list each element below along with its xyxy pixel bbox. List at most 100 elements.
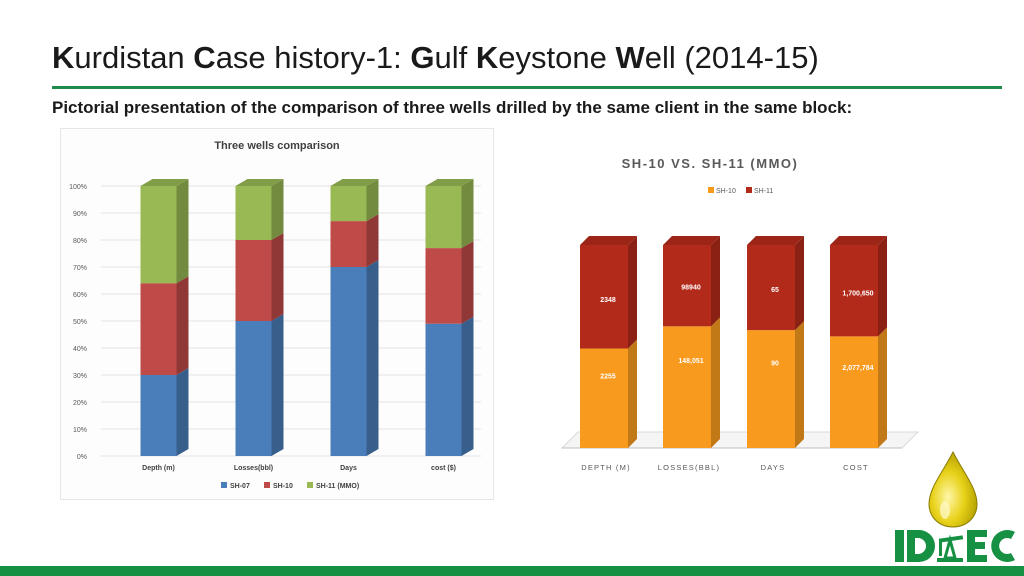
legend-label: SH-07	[230, 483, 250, 490]
bar-side	[461, 316, 474, 456]
y-tick-label: 90%	[73, 211, 87, 218]
bar-top	[747, 236, 804, 245]
slide-title: Kurdistan Case history-1: Gulf Keystone …	[52, 40, 819, 76]
data-label: 98940	[681, 285, 701, 292]
pump-jack-icon	[937, 534, 964, 562]
y-tick-label: 0%	[77, 454, 87, 461]
three-wells-chart: Three wells comparison 0% 10% 20% 30% 40% 50% 6…	[60, 128, 494, 500]
x-tick-label: COST	[843, 463, 869, 472]
legend-swatch	[221, 482, 227, 488]
title-part: K	[475, 40, 499, 75]
data-label: 2348	[600, 297, 616, 304]
y-tick-label: 60%	[73, 292, 87, 299]
bar-top	[580, 236, 637, 245]
legend-label: SH-11	[754, 188, 773, 195]
x-tick-label: Losses(bbl)	[234, 465, 273, 472]
bar-segment	[425, 323, 462, 456]
title-part: K	[52, 40, 75, 75]
bar-side	[878, 236, 887, 337]
chart-title: SH-10 VS. SH-11 (MMO)	[622, 156, 799, 171]
title-part: C	[193, 40, 216, 75]
data-label: 2,077,784	[842, 365, 873, 372]
legend-label: SH-10	[273, 483, 293, 490]
bar-segment	[747, 245, 795, 331]
bar-side	[176, 179, 189, 284]
title-part: ase history-1:	[215, 40, 411, 75]
x-tick-label: LOSSES(BBL)	[658, 463, 720, 472]
x-tick-label: cost ($)	[431, 465, 456, 472]
bar-side	[461, 179, 474, 249]
data-label: 90	[771, 360, 779, 367]
x-tick-label: DAYS	[761, 463, 786, 472]
bar-side	[628, 339, 637, 448]
bar-side	[271, 314, 284, 456]
bar-top	[663, 236, 720, 245]
bar-segment	[580, 348, 628, 448]
bar-side	[366, 260, 379, 456]
bar-segment	[330, 221, 367, 267]
bar-segment	[235, 321, 272, 456]
bar-segment	[830, 336, 878, 448]
slide-subtitle: Pictorial presentation of the comparison…	[52, 98, 853, 117]
chart-title: Three wells comparison	[214, 140, 340, 152]
bar-side	[176, 276, 189, 375]
bar-segment	[663, 245, 711, 327]
y-tick-label: 40%	[73, 346, 87, 353]
data-label: 2255	[600, 373, 616, 380]
bar-segment	[140, 283, 177, 375]
x-tick-label: Depth (m)	[142, 465, 175, 472]
idec-wordmark	[895, 530, 1015, 562]
bar-segment	[580, 245, 628, 349]
bar-segment	[330, 267, 367, 456]
y-tick-label: 20%	[73, 400, 87, 407]
sh10-vs-sh11-chart: SH-10 VS. SH-11 (MMO) SH-10 SH-11 2255 2348 D…	[548, 142, 930, 484]
title-part: ulf	[434, 40, 476, 75]
bar-top	[140, 179, 189, 186]
bar-side	[628, 236, 637, 349]
legend-swatch	[746, 187, 752, 193]
bar-side	[795, 236, 804, 331]
bar-segment	[140, 375, 177, 456]
bar-segment	[663, 326, 711, 448]
bar-side	[366, 179, 379, 222]
legend-swatch	[264, 482, 270, 488]
bar-side	[176, 368, 189, 456]
bar-top	[425, 179, 474, 186]
bar-side	[795, 321, 804, 448]
bar-segment	[235, 186, 272, 240]
three-wells-chart-svg: Three wells comparison 0% 10% 20% 30% 40% 50% 6…	[69, 140, 481, 490]
bar-side	[711, 317, 720, 448]
bar-segment	[830, 245, 878, 337]
y-tick-label: 30%	[73, 373, 87, 380]
bar-segment	[235, 240, 272, 321]
legend-label: SH-11 (MMO)	[316, 483, 359, 490]
bar-top	[830, 236, 887, 245]
bar-side	[711, 236, 720, 327]
title-part: W	[615, 40, 645, 75]
bar-segment	[425, 186, 462, 249]
legend-swatch	[708, 187, 714, 193]
idec-logo	[893, 450, 1017, 564]
bar-top	[330, 179, 379, 186]
title-part: eystone	[498, 40, 616, 75]
data-label: 1,700,650	[842, 290, 873, 297]
bar-side	[461, 241, 474, 324]
bar-side	[271, 179, 284, 240]
title-part: G	[410, 40, 435, 75]
y-tick-label: 70%	[73, 265, 87, 272]
data-label: 65	[771, 287, 779, 294]
bar-segment	[747, 330, 795, 448]
x-tick-label: DEPTH (M)	[581, 463, 631, 472]
bar-top	[235, 179, 284, 186]
title-divider	[52, 86, 1002, 89]
y-tick-label: 50%	[73, 319, 87, 326]
y-tick-label: 100%	[69, 184, 87, 191]
title-part: ell (2014-15)	[644, 40, 819, 75]
bar-segment	[330, 186, 367, 222]
data-label: 148,051	[678, 358, 703, 365]
legend-swatch	[307, 482, 313, 488]
bar-side	[366, 214, 379, 267]
y-tick-label: 10%	[73, 427, 87, 434]
y-tick-label: 80%	[73, 238, 87, 245]
oil-drop-icon	[928, 450, 978, 528]
